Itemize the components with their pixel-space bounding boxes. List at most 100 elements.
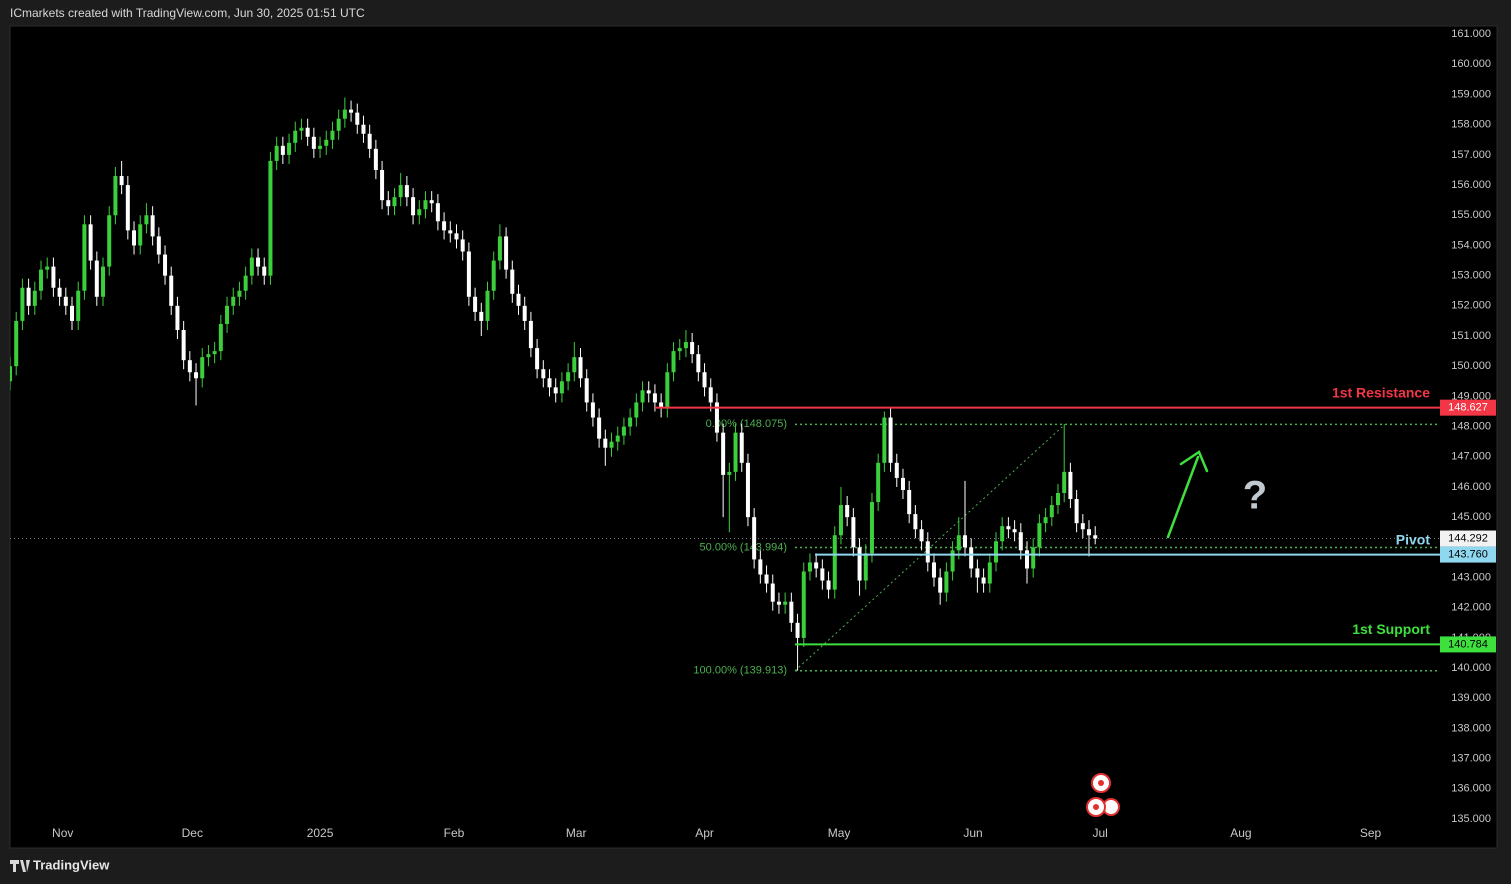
candle-body (789, 601, 794, 623)
candle-body (795, 622, 800, 638)
candle-body (1087, 529, 1092, 536)
candle-body (776, 601, 781, 605)
candle-body (597, 417, 602, 439)
logo-icon (10, 860, 30, 872)
candle-body (1037, 523, 1042, 548)
candle-body (535, 348, 540, 370)
candle-body (721, 432, 726, 475)
candle-body (132, 230, 137, 246)
y-tick-label: 156.000 (1451, 179, 1491, 191)
candle-body (547, 378, 552, 388)
candle-body (330, 130, 335, 140)
candle-body (671, 351, 676, 373)
x-tick-label: May (828, 826, 851, 840)
candle-body (324, 139, 329, 146)
price-badge-label: 144.292 (1448, 532, 1488, 544)
candle-body (138, 224, 143, 246)
x-tick-label: Feb (444, 826, 465, 840)
price-badge (1440, 636, 1496, 653)
candle-body (429, 200, 434, 204)
x-tick-label: Mar (566, 826, 587, 840)
header: ICmarkets created with TradingView.com, … (10, 6, 365, 20)
candle-body (826, 580, 831, 590)
candle-body (1056, 492, 1061, 506)
y-tick-label: 145.000 (1451, 511, 1491, 523)
y-tick-label: 160.000 (1451, 58, 1491, 70)
y-tick-label: 159.000 (1451, 88, 1491, 100)
candle-body (652, 393, 657, 403)
candle-body (10, 366, 12, 382)
candle-body (454, 233, 459, 240)
candle-body (144, 215, 149, 225)
candle-body (26, 287, 31, 306)
candle-body (541, 369, 546, 379)
candle-body (442, 221, 447, 231)
candle-body (764, 574, 769, 584)
candle-body (708, 387, 713, 403)
candle-body (311, 136, 316, 149)
candle-body (125, 185, 130, 231)
fib-label: 0.00% (148.075) (706, 418, 787, 430)
candle-body (1074, 499, 1079, 524)
candle-body (57, 287, 62, 297)
y-tick-label: 137.000 (1451, 753, 1491, 765)
candle-body (857, 547, 862, 581)
candle-body (913, 514, 918, 530)
candle-body (287, 142, 292, 155)
y-tick-label: 155.000 (1451, 209, 1491, 221)
level-name: 1st Resistance (1332, 384, 1430, 400)
annotation: ? (1243, 474, 1267, 518)
event-dot (1093, 804, 1099, 810)
candle-body (268, 160, 273, 276)
candle-body (845, 505, 850, 518)
candle-body (615, 435, 620, 442)
candle-body (237, 290, 242, 297)
candle-body (969, 547, 974, 569)
x-tick-label: Jun (963, 826, 982, 840)
candle-body (274, 145, 279, 161)
candle-body (962, 535, 967, 548)
candle-body (32, 290, 37, 306)
candle-body (522, 305, 527, 321)
candle-body (981, 577, 986, 584)
candle-body (832, 535, 837, 590)
candle-body (386, 200, 391, 207)
event-icons (1086, 773, 1120, 817)
candle-body (361, 124, 366, 134)
arrow (1166, 450, 1209, 539)
y-tick-label: 139.000 (1451, 692, 1491, 704)
candle-body (590, 402, 595, 418)
candle-body (76, 290, 81, 321)
price-badge (1440, 399, 1496, 416)
candle-body (88, 224, 93, 261)
candle-body (882, 417, 887, 463)
candle-body (101, 266, 106, 297)
candle-body (770, 583, 775, 602)
candle-body (659, 402, 664, 409)
candle-body (677, 348, 682, 352)
candle-body (683, 342, 688, 349)
candle-body (51, 266, 56, 288)
footer: TradingView (33, 857, 110, 872)
candle-body (851, 517, 856, 548)
candle-body (1006, 526, 1011, 530)
candle-body (373, 148, 378, 170)
candle-body (491, 260, 496, 291)
candle-body (20, 287, 25, 321)
candle-body (944, 571, 949, 593)
candle-body (212, 351, 217, 355)
candle-body (993, 541, 998, 563)
candle-body (299, 127, 304, 131)
candle-body (1024, 550, 1029, 569)
candle-body (262, 266, 267, 276)
y-tick-label: 148.000 (1451, 420, 1491, 432)
candle-body (355, 112, 360, 125)
candle-body (634, 402, 639, 418)
candle-body (45, 266, 50, 270)
candle-body (70, 305, 75, 321)
candle-body (559, 381, 564, 394)
candle-body (349, 109, 354, 113)
y-tick-label: 136.000 (1451, 783, 1491, 795)
candle-body (1080, 523, 1085, 530)
candle-body (398, 185, 403, 198)
